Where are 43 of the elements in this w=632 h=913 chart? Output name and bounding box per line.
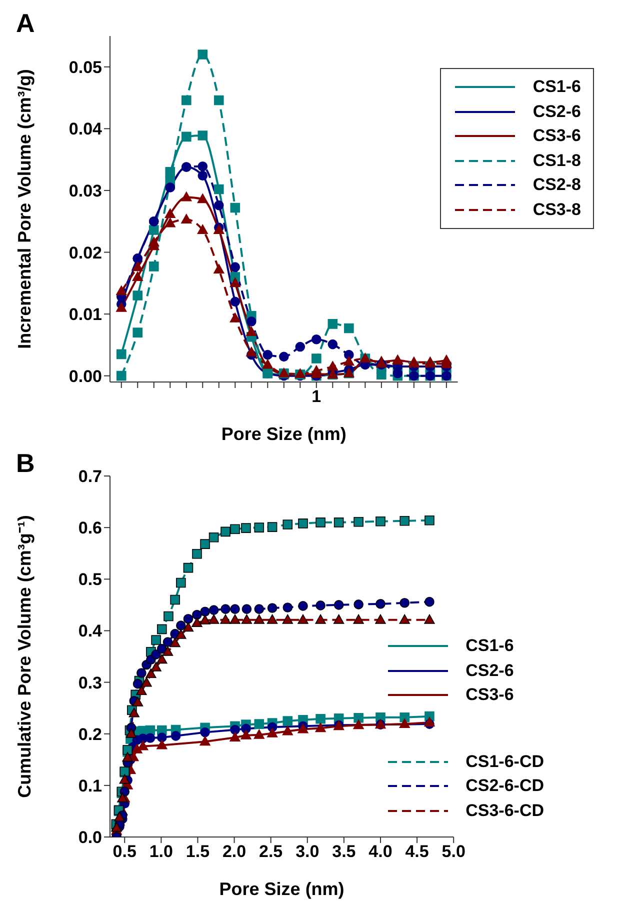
- legend-label: CS1-8: [532, 150, 581, 171]
- x-tick-label: 2.0: [222, 842, 246, 862]
- legend-label: CS2-6: [532, 102, 581, 122]
- x-tick-label: 0.5: [112, 842, 136, 862]
- x-tick-label: 1: [312, 387, 322, 406]
- legend-label: CS3-6: [466, 685, 514, 706]
- y-tick-label: 0.02: [68, 243, 102, 262]
- y-tick-label: 0.03: [68, 182, 102, 200]
- x-axis-title: Pore Size (nm): [219, 879, 344, 899]
- y-tick-label: 0.04: [68, 120, 103, 139]
- x-tick-label: 3.0: [296, 842, 320, 862]
- chart-title: B: [16, 448, 35, 479]
- y-tick-label: 0.05: [68, 58, 102, 77]
- legend-label: CS1-6: [532, 77, 581, 98]
- chart-title: A: [16, 8, 35, 39]
- legend-label: CS3-6: [532, 126, 581, 146]
- legend-label: CS1-6: [466, 636, 514, 656]
- legend-label: CS2-6: [466, 660, 514, 681]
- x-tick-label: 3.5: [332, 842, 356, 862]
- y-tick-label: 0.2: [78, 724, 102, 744]
- y-tick-label: 0.1: [78, 776, 102, 796]
- y-tick-label: 0.4: [78, 622, 103, 641]
- y-tick-label: 0.0: [78, 828, 102, 848]
- x-tick-label: 2.5: [259, 842, 283, 862]
- x-tick-label: 4.0: [368, 842, 392, 862]
- y-axis-title: Incremental Pore Volume (cm³/g): [14, 69, 34, 349]
- legend-label: CS1-6-CD: [466, 752, 544, 772]
- x-axis-title: Pore Size (nm): [221, 424, 346, 444]
- y-tick-label: 0.6: [78, 518, 102, 538]
- legend-label: CS3-8: [532, 200, 581, 220]
- y-axis-title: Cumulative Pore Volume (cm³g⁻¹): [14, 515, 34, 798]
- y-tick-label: 0.5: [78, 570, 102, 590]
- x-tick-label: 5.0: [442, 842, 466, 862]
- y-tick-label: 0.3: [78, 673, 102, 692]
- x-tick-label: 1.5: [186, 842, 210, 862]
- legend-label: CS3-6-CD: [466, 800, 544, 821]
- legend-label: CS2-6-CD: [466, 776, 544, 796]
- y-tick-label: 0.01: [68, 305, 102, 324]
- y-tick-label: 0.00: [68, 366, 102, 386]
- legend-label: CS2-8: [532, 175, 581, 196]
- x-tick-label: 1.0: [149, 842, 173, 862]
- y-tick-label: 0.7: [78, 467, 102, 486]
- x-tick-label: 4.5: [405, 842, 429, 862]
